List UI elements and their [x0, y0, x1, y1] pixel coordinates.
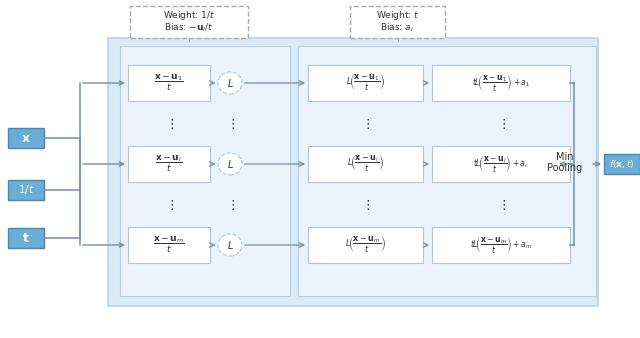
- Bar: [130, 6, 248, 38]
- Text: $L\!\left(\dfrac{\mathbf{x}-\mathbf{u}_1}{t}\right)$: $L\!\left(\dfrac{\mathbf{x}-\mathbf{u}_1…: [346, 73, 385, 93]
- Text: $\vdots$: $\vdots$: [497, 117, 506, 131]
- Text: $\vdots$: $\vdots$: [164, 198, 173, 212]
- Bar: [308, 227, 423, 263]
- Ellipse shape: [218, 234, 242, 256]
- Text: $L$: $L$: [227, 239, 234, 251]
- Bar: [350, 6, 445, 38]
- Text: $tL\!\left(\dfrac{\mathbf{x}-\mathbf{u}_m}{t}\right)+a_m$: $tL\!\left(\dfrac{\mathbf{x}-\mathbf{u}_…: [470, 235, 532, 255]
- Bar: [432, 65, 570, 101]
- Bar: [128, 227, 210, 263]
- Bar: [432, 146, 570, 182]
- Text: $L$: $L$: [227, 77, 234, 89]
- Bar: [8, 128, 44, 148]
- Text: $L\!\left(\dfrac{\mathbf{x}-\mathbf{u}_i}{t}\right)$: $L\!\left(\dfrac{\mathbf{x}-\mathbf{u}_i…: [347, 154, 384, 174]
- Text: $\dfrac{\mathbf{x}-\mathbf{u}_1}{t}$: $\dfrac{\mathbf{x}-\mathbf{u}_1}{t}$: [154, 73, 184, 93]
- Bar: [128, 146, 210, 182]
- Text: $\vdots$: $\vdots$: [225, 198, 234, 212]
- Text: $\dfrac{\mathbf{x}-\mathbf{u}_m}{t}$: $\dfrac{\mathbf{x}-\mathbf{u}_m}{t}$: [153, 235, 185, 255]
- Text: $L$: $L$: [227, 158, 234, 170]
- Text: Weight: $1/t$: Weight: $1/t$: [163, 9, 215, 23]
- Text: Weight: $t$: Weight: $t$: [376, 9, 419, 23]
- Bar: [8, 180, 44, 200]
- Text: $\vdots$: $\vdots$: [164, 117, 173, 131]
- Ellipse shape: [218, 72, 242, 94]
- Bar: [604, 154, 640, 174]
- Text: $\mathbf{x}$: $\mathbf{x}$: [21, 131, 31, 145]
- Text: Bias: $a_i$: Bias: $a_i$: [381, 22, 415, 34]
- Ellipse shape: [218, 153, 242, 175]
- Bar: [308, 65, 423, 101]
- Text: $tL\!\left(\dfrac{\mathbf{x}-\mathbf{u}_i}{t}\right)+a_i$: $tL\!\left(\dfrac{\mathbf{x}-\mathbf{u}_…: [474, 154, 529, 174]
- Text: $\vdots$: $\vdots$: [497, 198, 506, 212]
- Text: $\vdots$: $\vdots$: [361, 117, 370, 131]
- Text: $1/t$: $1/t$: [18, 184, 35, 196]
- Text: Min: Min: [556, 152, 573, 162]
- Text: $\mathbf{t}$: $\mathbf{t}$: [22, 232, 30, 244]
- Bar: [120, 46, 290, 296]
- Bar: [308, 146, 423, 182]
- Text: $\vdots$: $\vdots$: [361, 198, 370, 212]
- Text: $\dfrac{\mathbf{x}-\mathbf{u}_i}{t}$: $\dfrac{\mathbf{x}-\mathbf{u}_i}{t}$: [156, 154, 182, 174]
- Text: $L\!\left(\dfrac{\mathbf{x}-\mathbf{u}_m}{t}\right)$: $L\!\left(\dfrac{\mathbf{x}-\mathbf{u}_m…: [345, 235, 386, 255]
- Text: $f(\mathbf{x},t)$: $f(\mathbf{x},t)$: [609, 158, 635, 170]
- Text: $\vdots$: $\vdots$: [225, 117, 234, 131]
- Text: $tL\!\left(\dfrac{\mathbf{x}-\mathbf{u}_1}{t}\right)+a_1$: $tL\!\left(\dfrac{\mathbf{x}-\mathbf{u}_…: [472, 73, 530, 93]
- Bar: [108, 38, 598, 306]
- Bar: [8, 228, 44, 248]
- Text: Bias: $-\mathbf{u}_i/t$: Bias: $-\mathbf{u}_i/t$: [164, 22, 214, 34]
- Bar: [432, 227, 570, 263]
- Bar: [298, 46, 596, 296]
- Bar: [128, 65, 210, 101]
- Text: Pooling: Pooling: [547, 163, 582, 173]
